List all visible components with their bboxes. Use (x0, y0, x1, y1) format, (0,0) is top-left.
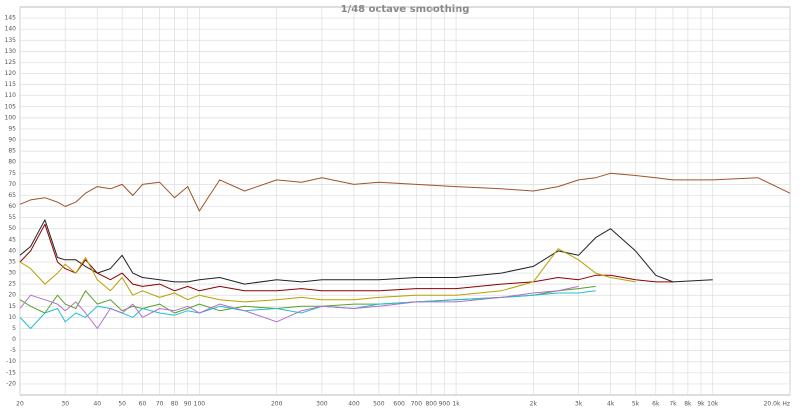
x-tick-label: 200 (271, 401, 283, 408)
plot-area (19, 6, 791, 396)
x-tick-label: 40 (93, 401, 101, 408)
x-tick-label: 500 (373, 401, 385, 408)
y-tick-label: 90 (8, 137, 16, 144)
x-tick-label: 900 (439, 401, 451, 408)
y-tick-label: 30 (8, 270, 16, 277)
y-tick-label: 15 (8, 303, 16, 310)
x-tick-label: 90 (184, 401, 192, 408)
y-tick-label: 5 (12, 325, 16, 332)
y-tick-label: 100 (5, 114, 17, 121)
x-tick-label: 20.0k Hz (764, 401, 790, 408)
y-tick-label: 80 (8, 159, 16, 166)
y-tick-label: -15 (6, 369, 16, 376)
x-tick-label: 400 (348, 401, 360, 408)
y-tick-label: 85 (8, 148, 16, 155)
y-tick-label: 115 (5, 81, 17, 88)
chart-title: 1/48 octave smoothing (341, 4, 470, 15)
y-tick-label: 25 (8, 281, 16, 288)
y-tick-label: 75 (8, 170, 16, 177)
y-tick-label: 125 (5, 59, 17, 66)
series-line (19, 285, 579, 329)
series-line (19, 223, 673, 292)
y-tick-label: 55 (8, 214, 16, 221)
y-tick-label: -20 (6, 380, 16, 387)
y-tick-label: 110 (5, 92, 17, 99)
y-tick-label: 105 (5, 103, 17, 110)
x-tick-label: 300 (316, 401, 328, 408)
y-tick-label: 145 (5, 15, 17, 22)
x-tick-label: 7k (669, 401, 677, 408)
x-tick-label: 6k (652, 401, 660, 408)
x-tick-label: 2k (530, 401, 538, 408)
x-tick-label: 4k (607, 401, 615, 408)
x-tick-label: 10k (707, 401, 719, 408)
y-tick-label: 20 (8, 292, 16, 299)
x-tick-label: 8k (684, 401, 692, 408)
y-tick-label: 120 (5, 70, 17, 77)
y-tick-label: 135 (5, 37, 17, 44)
y-tick-label: 0 (12, 336, 16, 343)
x-tick-label: 80 (171, 401, 179, 408)
y-tick-label: 40 (8, 247, 16, 254)
y-tick-label: 10 (8, 314, 16, 321)
x-tick-label: 9k (697, 401, 705, 408)
x-tick-label: 70 (156, 401, 164, 408)
x-tick-label: 1k (452, 401, 460, 408)
y-tick-label: 50 (8, 225, 16, 232)
y-tick-label: 45 (8, 236, 16, 243)
series-line (19, 290, 596, 329)
x-tick-label: 600 (393, 401, 405, 408)
series-line (19, 248, 636, 303)
y-tick-label: 60 (8, 203, 16, 210)
x-tick-label: 100 (194, 401, 206, 408)
x-tick-label: 60 (139, 401, 147, 408)
y-tick-label: 95 (8, 125, 16, 132)
y-tick-label: 65 (8, 192, 16, 199)
x-tick-label: 700 (411, 401, 423, 408)
series-line (19, 172, 791, 212)
x-tick-label: 800 (425, 401, 437, 408)
y-tick-label: 70 (8, 181, 16, 188)
x-tick-label: 3k (575, 401, 583, 408)
x-tick-label: 5k (632, 401, 640, 408)
x-tick-label: 30 (61, 401, 69, 408)
y-tick-label: 130 (5, 48, 17, 55)
x-tick-label: 50 (118, 401, 126, 408)
y-tick-label: 140 (5, 26, 17, 33)
y-tick-label: 35 (8, 258, 16, 265)
y-tick-label: -10 (6, 358, 16, 365)
y-tick-label: -5 (10, 347, 16, 354)
x-tick-label: 20 (16, 401, 24, 408)
